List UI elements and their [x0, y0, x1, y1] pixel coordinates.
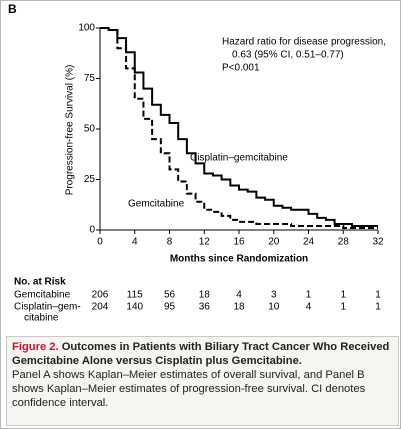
panel-label: B	[8, 2, 17, 16]
at-risk-value: 4	[236, 290, 242, 301]
at-risk-value: 1	[375, 302, 381, 313]
survival-curve	[100, 27, 378, 227]
caption-title: Outcomes in Patients with Biliary Tract …	[12, 341, 390, 367]
at-risk-value: 95	[164, 302, 176, 313]
at-risk-value: 10	[268, 302, 280, 313]
at-risk-value: 115	[127, 290, 143, 301]
x-tick-label: 12	[199, 237, 211, 248]
at-risk-title: No. at Risk	[14, 277, 66, 288]
x-tick-label: 0	[97, 237, 103, 248]
series-label: Gemcitabine	[128, 199, 185, 210]
at-risk-value: 140	[126, 302, 143, 313]
x-tick-label: 8	[167, 237, 173, 248]
survival-curve	[100, 27, 378, 229]
chart: B Progression-free Survival (%) Months s…	[8, 2, 386, 324]
at-risk-value: 206	[92, 290, 109, 301]
at-risk-value: 3	[271, 290, 277, 301]
at-risk-value: 1	[340, 302, 346, 313]
x-tick-label: 16	[233, 237, 245, 248]
x-tick-label: 28	[338, 237, 350, 248]
caption-label: Figure 2.	[12, 341, 59, 353]
caption: Figure 2. Outcomes in Patients with Bili…	[6, 336, 399, 426]
x-tick-label: 4	[132, 237, 138, 248]
at-risk-value: 56	[164, 290, 176, 301]
at-risk-value: 36	[199, 302, 211, 313]
at-risk-value: 1	[340, 290, 346, 301]
at-risk-value: 18	[233, 302, 245, 313]
caption-text: Panel A shows Kaplan–Meier estimates of …	[12, 369, 366, 409]
at-risk-label: Cisplatin–gem-	[14, 302, 81, 313]
annotation: P<0.001	[222, 63, 260, 74]
x-tick-label: 20	[268, 237, 280, 248]
x-tick-label: 32	[372, 237, 384, 248]
y-tick-label: 75	[84, 73, 96, 84]
y-tick-label: 50	[84, 124, 96, 135]
annotation: Hazard ratio for disease progression,	[222, 37, 386, 48]
at-risk-value: 4	[306, 302, 312, 313]
y-tick-label: 25	[84, 174, 96, 185]
annotation: 0.63 (95% CI, 0.51–0.77)	[232, 50, 344, 61]
y-tick-label: 100	[78, 23, 95, 34]
at-risk-label: Gemcitabine	[14, 290, 71, 301]
at-risk-value: 1	[375, 290, 381, 301]
at-risk-value: 204	[92, 302, 109, 313]
x-tick-label: 24	[303, 237, 315, 248]
at-risk-value: 18	[199, 290, 211, 301]
at-risk-label: citabine	[24, 313, 59, 324]
x-axis-label: Months since Randomization	[170, 254, 308, 265]
series-label: Cisplatin–gemcitabine	[190, 153, 288, 164]
y-tick-label: 0	[89, 225, 95, 236]
at-risk-value: 1	[306, 290, 312, 301]
y-axis-label: Progression-free Survival (%)	[65, 65, 76, 196]
